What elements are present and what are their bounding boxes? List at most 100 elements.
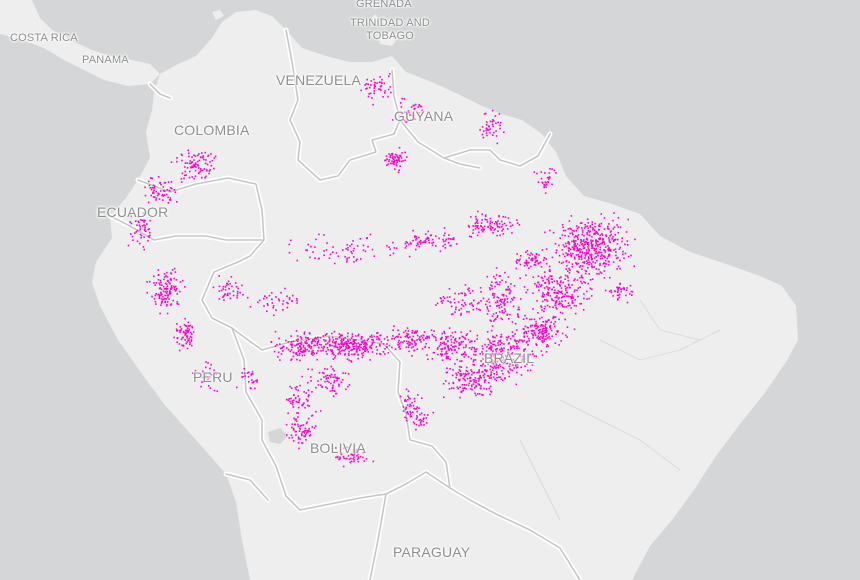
fire-point — [575, 230, 578, 232]
fire-point — [290, 397, 292, 400]
fire-point — [397, 336, 399, 338]
fire-point — [409, 341, 412, 344]
fire-point — [599, 264, 601, 267]
fire-point — [342, 345, 345, 347]
fire-point — [241, 284, 243, 287]
fire-point — [625, 294, 627, 297]
fire-point — [295, 352, 297, 354]
fire-point — [199, 374, 202, 377]
fire-point — [487, 125, 490, 127]
fire-point — [411, 114, 413, 116]
fire-point — [198, 172, 200, 174]
fire-point — [528, 337, 530, 340]
fire-point — [176, 201, 178, 203]
fire-point — [364, 350, 367, 352]
fire-point — [207, 154, 210, 157]
fire-point — [373, 78, 375, 81]
fire-point — [597, 233, 599, 235]
fire-point — [587, 282, 590, 285]
fire-point — [352, 240, 354, 242]
fire-point — [201, 176, 203, 179]
fire-point — [454, 363, 456, 365]
fire-point — [599, 234, 601, 237]
fire-point — [415, 408, 418, 410]
fire-point — [268, 294, 271, 297]
fire-point — [423, 414, 426, 416]
fire-point — [489, 393, 491, 396]
fire-point — [359, 455, 362, 458]
fire-point — [462, 377, 464, 380]
fire-point — [602, 263, 605, 265]
fire-point — [524, 348, 526, 350]
fire-point — [326, 333, 328, 335]
fire-point — [188, 155, 190, 158]
fire-point — [613, 290, 616, 292]
fire-point — [373, 335, 375, 338]
fire-point — [577, 238, 579, 240]
fire-point — [136, 224, 138, 226]
fire-point — [406, 113, 409, 115]
fire-point — [169, 197, 172, 199]
fire-point — [495, 354, 498, 357]
fire-point — [404, 408, 407, 411]
fire-point — [427, 358, 429, 361]
fire-point — [293, 429, 295, 431]
fire-point — [490, 373, 493, 375]
fire-point — [135, 231, 137, 233]
fire-point — [329, 390, 332, 392]
fire-point — [569, 286, 571, 289]
fire-point — [477, 383, 479, 385]
fire-point — [409, 415, 412, 418]
fire-point — [171, 269, 174, 271]
fire-point — [484, 355, 486, 357]
fire-point — [300, 341, 303, 343]
fire-point — [312, 354, 314, 356]
fire-point — [151, 186, 153, 189]
fire-point — [537, 329, 540, 332]
fire-point — [600, 251, 603, 254]
fire-point — [188, 176, 191, 179]
fire-point — [591, 245, 594, 247]
fire-point — [530, 325, 532, 328]
fire-point — [546, 262, 548, 265]
fire-point — [299, 384, 301, 387]
fire-point — [627, 255, 630, 258]
fire-point — [292, 355, 295, 358]
fire-point — [317, 341, 319, 343]
fire-point — [452, 382, 455, 385]
fire-point — [540, 177, 543, 180]
fire-point — [609, 248, 612, 251]
fire-point — [182, 336, 184, 339]
fire-point — [419, 239, 422, 242]
fire-point — [355, 259, 357, 262]
fire-point — [520, 366, 522, 369]
fire-point — [357, 453, 359, 456]
fire-point — [388, 153, 390, 155]
fire-point — [516, 340, 518, 342]
fire-point — [431, 238, 434, 241]
fire-point — [591, 226, 594, 229]
fire-point — [288, 398, 291, 400]
fire-point — [184, 166, 186, 168]
fire-point — [609, 231, 612, 233]
fire-point — [483, 373, 486, 375]
fire-point — [560, 302, 562, 305]
fire-point — [161, 284, 163, 286]
fire-point — [184, 317, 186, 320]
fire-point — [432, 411, 435, 414]
fire-point — [289, 400, 291, 403]
fire-point — [539, 331, 541, 333]
fire-point — [416, 339, 418, 341]
fire-point — [599, 237, 602, 240]
fire-point — [149, 231, 151, 234]
fire-point — [482, 353, 484, 355]
fire-point — [309, 332, 311, 335]
fire-point — [172, 285, 175, 288]
fire-point — [580, 240, 583, 242]
fire-point — [548, 268, 551, 271]
fire-point — [198, 159, 201, 162]
fire-point — [315, 386, 317, 389]
fire-point — [349, 461, 352, 464]
fire-point — [464, 337, 466, 339]
